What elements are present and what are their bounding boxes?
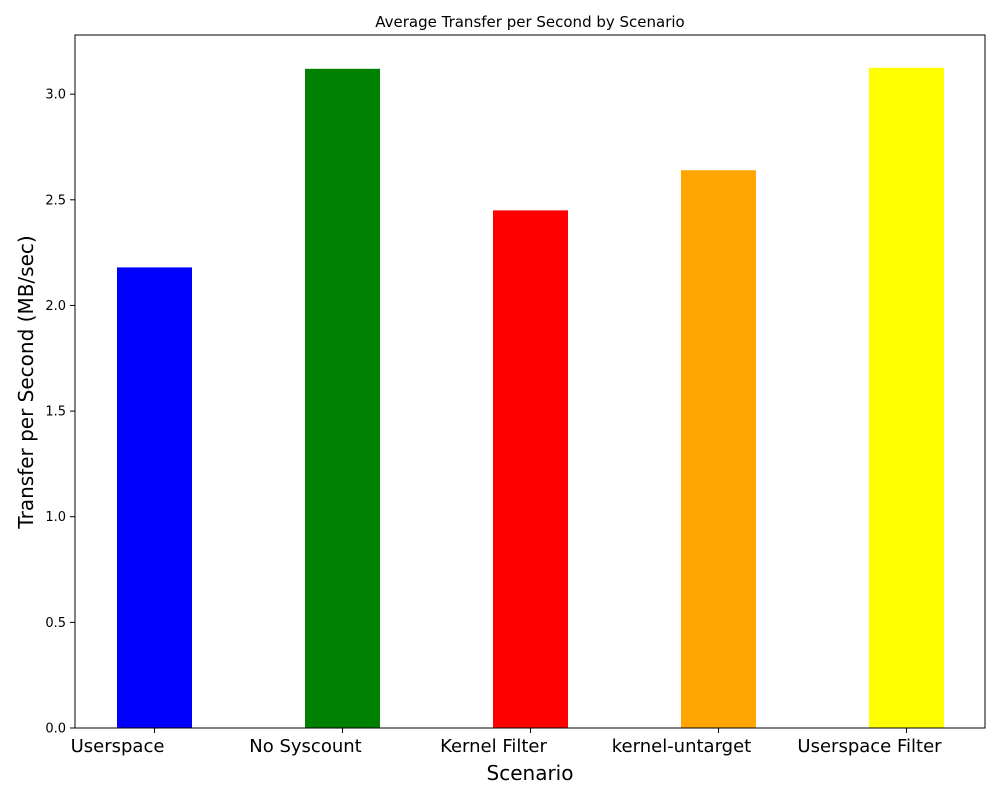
x-tick-label: Userspace Filter	[797, 736, 942, 757]
chart-title: Average Transfer per Second by Scenario	[375, 13, 684, 31]
y-tick-label: 1.0	[45, 510, 66, 525]
x-tick-label: No Syscount	[249, 736, 361, 757]
bar-2	[493, 210, 568, 729]
bar-4	[869, 67, 944, 728]
y-tick-label: 0.0	[45, 722, 66, 737]
bars-group	[117, 67, 944, 729]
x-axis-label: Scenario	[487, 761, 574, 785]
y-tick-label: 0.5	[45, 616, 66, 631]
bar-3	[681, 170, 756, 729]
y-tick-label: 1.5	[45, 405, 66, 420]
y-axis-ticks: 0.0 0.5 1.0 1.5 2.0 2.5 3.0	[45, 88, 75, 737]
bar-0	[117, 267, 192, 728]
x-tick-label: Kernel Filter	[440, 736, 547, 757]
x-tick-label: Userspace	[71, 736, 165, 757]
plot-area: 0.0 0.5 1.0 1.5 2.0 2.5 3.0 Userspace No Syscou…	[45, 34, 986, 757]
y-tick-label: 3.0	[45, 88, 66, 103]
x-tick-label: kernel-untarget	[612, 736, 751, 757]
bar-1	[305, 68, 380, 729]
y-tick-label: 2.5	[45, 193, 66, 208]
y-tick-label: 2.0	[45, 299, 66, 314]
x-axis-ticks: Userspace No Syscount Kernel Filter kernel-…	[71, 728, 942, 757]
y-axis-label: Transfer per Second (MB/sec)	[14, 235, 38, 529]
